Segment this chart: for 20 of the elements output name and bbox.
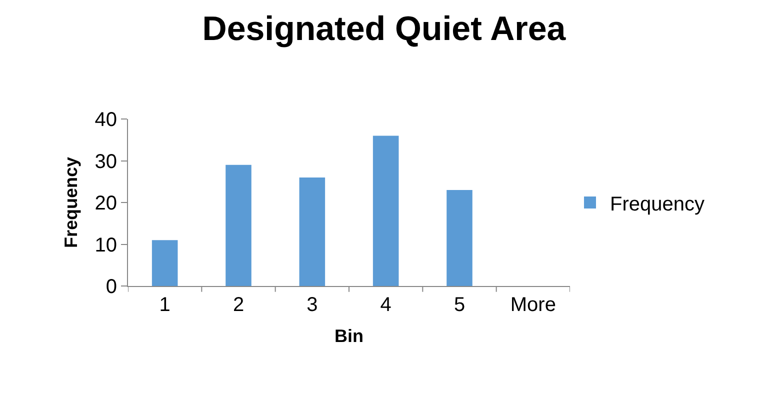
- bar: [299, 177, 326, 286]
- x-tick-label: 3: [306, 294, 318, 316]
- x-tick-label: More: [510, 294, 556, 316]
- x-tick-label: 2: [232, 294, 244, 316]
- y-tick-label: 20: [94, 192, 117, 214]
- y-axis-title: Frequency: [60, 156, 81, 248]
- x-tick-label: 1: [159, 294, 170, 316]
- x-tick-label: 5: [454, 294, 466, 316]
- y-tick-label: 40: [94, 109, 117, 131]
- x-tick-label: 4: [380, 294, 392, 316]
- bar: [152, 240, 178, 286]
- bar: [446, 190, 472, 286]
- bar: [372, 136, 399, 286]
- chart-title: Designated Quiet Area: [202, 10, 567, 48]
- y-tick-label: 0: [106, 276, 117, 298]
- legend-label: Frequency: [610, 193, 704, 216]
- y-tick-label: 10: [94, 234, 117, 256]
- x-axis-title: Bin: [334, 326, 364, 346]
- bar: [226, 164, 252, 286]
- y-tick-label: 30: [94, 150, 117, 173]
